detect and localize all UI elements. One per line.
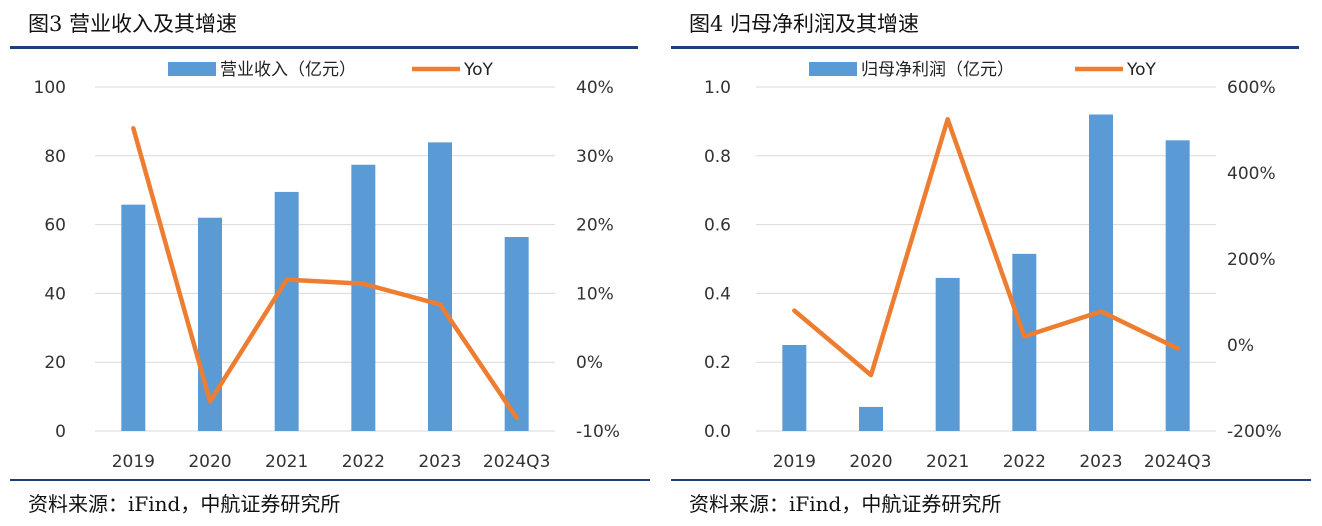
yoy-line	[131, 126, 519, 421]
y-left-tick-label: 40	[44, 284, 66, 304]
x-tick-label: 2024Q3	[483, 452, 550, 472]
figure-title: 图4 归母净利润及其增速	[689, 12, 920, 36]
bar	[274, 191, 299, 431]
x-tick-label: 2020	[188, 452, 231, 472]
y-right-tick-label: 40%	[576, 78, 614, 98]
title-rule	[671, 46, 1299, 49]
revenue-chart: 0 20 40 60 80 100 -10% 0% 10% 20% 30% 40% 2019 2020 20…	[34, 60, 620, 472]
y-left-tick-label: 60	[44, 216, 66, 236]
legend-bar-swatch	[809, 62, 857, 76]
source-rule	[10, 479, 650, 481]
legend-line-label: YoY	[463, 60, 494, 80]
y-left-tick-label: 0	[55, 422, 66, 442]
y-left-tick-label: 0.2	[704, 353, 731, 373]
source-note: 资料来源：iFind，中航证券研究所	[689, 492, 1002, 516]
bar	[782, 345, 807, 431]
figure-panel-left: 图3 营业收入及其增速 0 20 40 60 80 100 -10% 0% 10% 20% 30% 4…	[10, 12, 650, 516]
source-note: 资料来源：iFind，中航证券研究所	[28, 492, 341, 516]
y-left-tick-label: 80	[44, 147, 66, 167]
x-tick-label: 2021	[926, 452, 969, 472]
legend-line-label: YoY	[1126, 60, 1157, 80]
y-left-tick-label: 100	[34, 78, 66, 98]
x-tick-label: 2022	[1003, 452, 1046, 472]
legend-bar-label: 营业收入（亿元）	[220, 60, 356, 80]
y-left-tick-label: 0.8	[704, 147, 731, 167]
x-tick-label: 2023	[1079, 452, 1122, 472]
y-left-tick-label: 0.4	[704, 284, 731, 304]
y-left-tick-label: 0.0	[704, 422, 731, 442]
bar	[935, 277, 960, 431]
bar	[121, 204, 146, 431]
y-left-tick-label: 0.6	[704, 216, 731, 236]
bar	[428, 142, 452, 431]
y-right-tick-label: -200%	[1227, 422, 1282, 442]
net-profit-chart: 0.0 0.2 0.4 0.6 0.8 1.0 -200% 0% 200% 400% 600% 201…	[704, 60, 1282, 472]
y-left-tick-label: 20	[44, 353, 66, 373]
y-right-tick-label: 20%	[576, 216, 614, 236]
y-left-tick-label: 1.0	[704, 78, 731, 98]
legend-bar-swatch	[168, 62, 216, 76]
bar	[859, 406, 883, 431]
y-right-tick-label: 200%	[1227, 250, 1276, 270]
y-right-tick-label: 400%	[1227, 164, 1276, 184]
bar	[1089, 114, 1113, 432]
bar	[1165, 140, 1190, 431]
y-right-tick-label: 0%	[1227, 336, 1254, 356]
x-tick-label: 2020	[849, 452, 892, 472]
y-right-tick-label: -10%	[576, 422, 620, 442]
bar	[351, 164, 376, 431]
y-right-tick-label: 0%	[576, 353, 603, 373]
y-right-tick-label: 600%	[1227, 78, 1276, 98]
x-tick-label: 2024Q3	[1144, 452, 1211, 472]
source-rule	[671, 479, 1311, 481]
x-tick-label: 2019	[112, 452, 155, 472]
figure-panel-right: 图4 归母净利润及其增速 0.0 0.2 0.4 0.6 0.8 1.0 -200% 0% 20…	[661, 0, 1322, 526]
title-rule	[10, 46, 638, 49]
x-tick-label: 2023	[418, 452, 461, 472]
y-right-tick-label: 10%	[576, 284, 614, 304]
x-tick-label: 2022	[342, 452, 385, 472]
bar	[504, 236, 529, 431]
yoy-line	[792, 117, 1180, 378]
x-tick-label: 2019	[773, 452, 816, 472]
bar	[1012, 253, 1037, 431]
legend-bar-label: 归母净利润（亿元）	[861, 60, 1014, 80]
y-right-tick-label: 30%	[576, 147, 614, 167]
x-tick-label: 2021	[265, 452, 308, 472]
figure-title: 图3 营业收入及其增速	[28, 12, 238, 36]
